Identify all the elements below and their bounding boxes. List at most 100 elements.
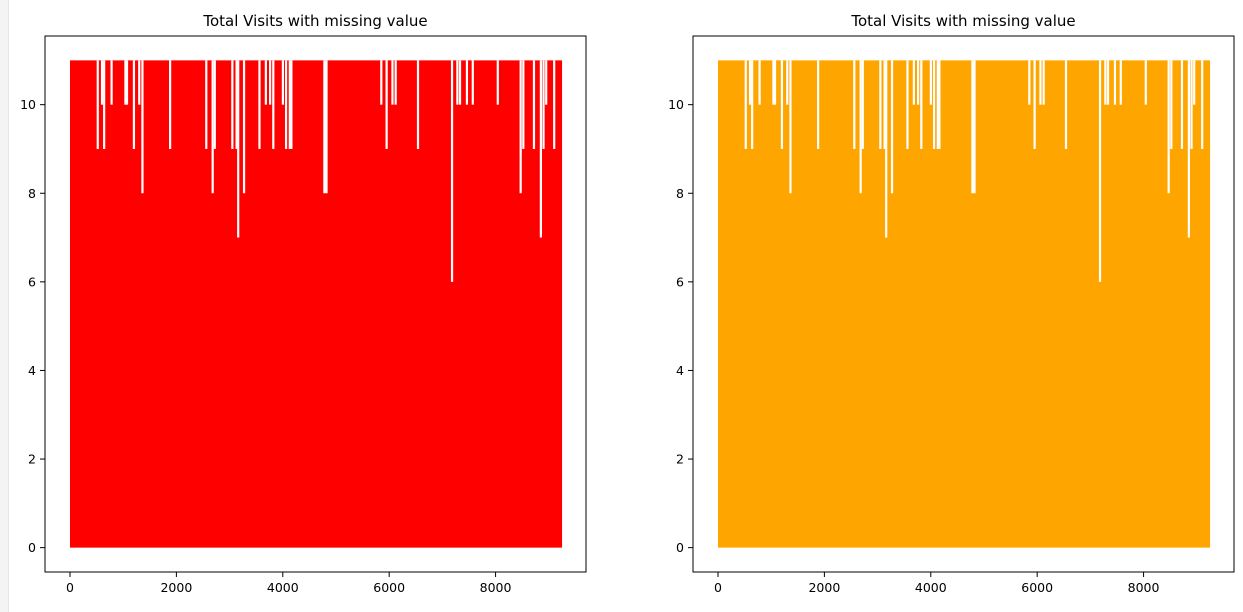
series-peak-gap <box>1190 60 1193 149</box>
y-tick-label: 2 <box>676 452 684 467</box>
series-peak-gap <box>906 60 909 149</box>
series-peak-gap <box>281 60 284 105</box>
series-peak-gap <box>885 60 888 238</box>
series-peak-gap <box>272 60 275 149</box>
series-peak-gap <box>890 60 894 194</box>
series-peak-gap <box>532 60 536 149</box>
series-peak-gap <box>231 60 234 149</box>
series-peak-gap <box>1119 60 1122 105</box>
series-peak-gap <box>323 60 326 194</box>
series-peak-gap <box>780 60 784 149</box>
series-peak-gap <box>859 60 862 194</box>
series-peak-gap <box>141 60 144 194</box>
series-peak-gap <box>471 60 474 105</box>
series-peak-gap <box>853 60 856 149</box>
y-tick-label: 8 <box>28 186 36 201</box>
series-peak-gap <box>288 60 291 149</box>
y-tick-label: 4 <box>676 363 684 378</box>
series-peak-gap <box>1028 60 1031 105</box>
series-peak-gap <box>1193 60 1196 105</box>
series-peak-gap <box>237 60 240 238</box>
series-peak-gap <box>450 60 454 282</box>
series-peak-gap <box>938 60 941 149</box>
series-peak-gap <box>1170 60 1173 149</box>
series-peak-gap <box>124 60 127 105</box>
series-peak-gap <box>1098 60 1102 282</box>
series-peak-gap <box>1104 60 1107 105</box>
series-peak-gap <box>258 60 261 149</box>
series-peak-gap <box>456 60 459 105</box>
axes-frame <box>44 35 587 573</box>
series-peak-gap <box>213 60 216 149</box>
series-peak-gap <box>917 60 920 105</box>
series-peak-gap <box>773 60 777 105</box>
y-tick-label: 8 <box>676 186 684 201</box>
series-peak-gap <box>545 60 548 105</box>
series-peak-gap <box>971 60 974 194</box>
series-peak-gap <box>211 60 214 194</box>
series-peak-gap <box>110 60 113 105</box>
series-peak-gap <box>284 60 288 149</box>
chart-title: Total Visits with missing value <box>850 12 1075 30</box>
series-peak-gap <box>758 60 761 105</box>
series-peak-gap <box>772 60 775 105</box>
series-peak-gap <box>290 60 293 149</box>
series-peak-gap <box>1144 60 1147 105</box>
series-peak-gap <box>553 60 556 149</box>
x-tick-label: 4000 <box>915 580 947 595</box>
series-peak-gap <box>96 60 99 149</box>
y-tick-label: 10 <box>668 97 684 112</box>
series-peak-gap <box>325 60 328 194</box>
y-tick-label: 4 <box>28 363 36 378</box>
series-peak-gap <box>879 60 882 149</box>
series-peak-gap <box>1064 60 1068 149</box>
series-peak-gap <box>883 60 886 149</box>
series-line-body <box>718 60 1211 548</box>
series-peak-gap <box>264 60 267 105</box>
series-peak-gap <box>912 60 915 105</box>
series-peak-gap <box>496 60 499 105</box>
series-peak-gap <box>205 60 208 149</box>
x-tick-label: 6000 <box>373 580 405 595</box>
x-tick-label: 8000 <box>1128 580 1160 595</box>
x-tick-label: 2000 <box>808 580 840 595</box>
series-peak-gap <box>103 60 106 149</box>
chart-title: Total Visits with missing value <box>202 12 427 30</box>
y-tick-label: 6 <box>676 274 684 289</box>
series-peak-gap <box>748 60 752 105</box>
series-peak-gap <box>1039 60 1042 105</box>
series-peak-gap <box>973 60 976 194</box>
chart-panel-2: Total Visits with missing value 0 2000 4000… <box>668 12 1235 595</box>
y-tick-label: 2 <box>28 452 36 467</box>
series-peak-gap <box>1201 60 1204 149</box>
series-peak-gap <box>235 60 238 149</box>
series-peak-gap <box>385 60 388 149</box>
series-peak-gap <box>394 60 397 105</box>
series-peak-gap <box>169 60 172 149</box>
axes-frame <box>692 35 1235 573</box>
series-peak-gap <box>1167 60 1170 194</box>
series-peak-gap <box>100 60 104 105</box>
series-peak-gap <box>542 60 545 149</box>
series-peak-gap <box>744 60 747 149</box>
series-peak-gap <box>786 60 789 105</box>
series-peak-gap <box>920 60 923 149</box>
series-line-body <box>70 60 563 548</box>
series-peak-gap <box>539 60 542 238</box>
y-tick-label: 0 <box>676 540 684 555</box>
series-peak-gap <box>519 60 522 194</box>
x-tick-label: 0 <box>714 580 722 595</box>
series-peak-gap <box>522 60 525 149</box>
series-peak-gap <box>138 60 141 105</box>
series-peak-gap <box>929 60 932 105</box>
series-peak-gap <box>391 60 394 105</box>
y-tick-label: 0 <box>28 540 36 555</box>
series-peak-gap <box>789 60 792 194</box>
x-tick-label: 0 <box>66 580 74 595</box>
series-peak-gap <box>936 60 939 149</box>
series-peak-gap <box>1033 60 1036 149</box>
y-tick-label: 6 <box>28 274 36 289</box>
series-peak-gap <box>1187 60 1190 238</box>
chart-panel-1: Total Visits with missing value 0 2000 4000… <box>20 12 587 595</box>
